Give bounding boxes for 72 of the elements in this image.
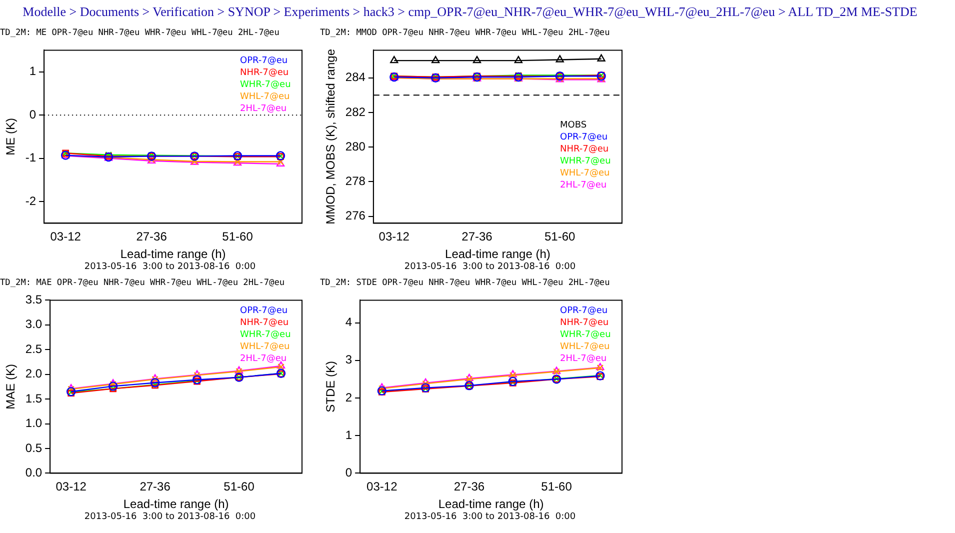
y-tick-label: 0 xyxy=(29,107,36,122)
series-label: WHL-7@eu xyxy=(240,342,290,352)
text: OPR-7@eu xyxy=(560,132,608,143)
y-tick-label: 3 xyxy=(345,352,352,367)
text: WHR-7@eu xyxy=(240,330,291,340)
x-tick-label: 51-60 xyxy=(222,230,254,244)
text: WHR-7@eu xyxy=(560,330,611,340)
chart-title: TD_2M: ME OPR-7@eu NHR-7@eu WHR-7@eu WHL-7@eu 2HL-7@eu xyxy=(0,28,280,40)
text: OPR-7@eu xyxy=(560,306,608,316)
x-axis-title: Lead-time range (h) xyxy=(438,497,544,512)
x-tick-label: 03-12 xyxy=(50,230,82,244)
x-axis-title: Lead-time range (h) xyxy=(445,247,550,262)
y-axis-title: ME (K) xyxy=(4,118,18,156)
text: 2013-05-16 3:00 to 2013-08-16 0:00 xyxy=(403,512,577,522)
y-tick-label: 1.5 xyxy=(25,391,42,406)
y-tick-label: 0.0 xyxy=(25,466,42,480)
text: WHL-7@eu xyxy=(560,168,610,179)
y-tick-label: 1 xyxy=(345,428,352,442)
text: 2013-05-16 3:00 to 2013-08-16 0:00 xyxy=(403,262,577,272)
chart-title: TD_2M: MAE OPR-7@eu NHR-7@eu WHR-7@eu WHL-7@eu 2HL-7@eu xyxy=(0,278,286,290)
y-tick-label: 1.0 xyxy=(25,416,42,430)
y-tick-label: 276 xyxy=(345,208,366,223)
text: 2HL-7@eu xyxy=(560,180,607,191)
x-axis-title: Lead-time range (h) xyxy=(120,247,226,262)
text: OPR-7@eu xyxy=(240,56,288,66)
text: NHR-7@eu xyxy=(240,318,289,328)
y-tick-label: 3.0 xyxy=(25,317,42,332)
y-tick-label: -2 xyxy=(25,194,36,208)
text: 2HL-7@eu xyxy=(240,104,287,114)
y-tick-label: 278 xyxy=(345,174,366,188)
x-tick-label: 03-12 xyxy=(378,230,410,244)
text: NHR-7@eu xyxy=(560,144,609,155)
y-tick-label: 0 xyxy=(345,466,352,480)
y-axis-title: MMOD, MOBS (K), shifted range xyxy=(324,48,338,224)
x-tick-label: 27-36 xyxy=(454,480,485,494)
y-tick-label: 2.5 xyxy=(25,342,42,356)
series-label: 2HL-7@eu xyxy=(560,354,607,364)
y-tick-label: 284 xyxy=(345,70,366,84)
chart-title: TD_2M: MMOD OPR-7@eu NHR-7@eu WHR-7@eu WHL-7@eu 2HL-7@eu xyxy=(320,28,611,40)
y-tick-label: 2.0 xyxy=(25,366,42,381)
y-tick-label: 0.5 xyxy=(25,440,42,455)
text: Modelle > Documents > Verification > SYNOP > Experiments > hack3 > cmp_OPR-7@eu_NHR-7@eu_WHR-7@eu_WHL-7@eu_2HL-7@eu > ALL TD_2M ME-STDE xyxy=(22,3,918,21)
x-axis-title: Lead-time range (h) xyxy=(123,497,229,512)
text: 2013-05-16 3:00 to 2013-08-16 0:00 xyxy=(83,512,257,522)
x-tick-label: 51-60 xyxy=(224,480,255,494)
x-tick-label: 51-60 xyxy=(541,480,572,494)
series-label: WHL-7@eu xyxy=(560,342,610,352)
y-tick-label: 2 xyxy=(345,390,352,404)
y-tick-label: -1 xyxy=(25,150,36,165)
text: NHR-7@eu xyxy=(240,68,289,78)
text: NHR-7@eu xyxy=(560,318,609,328)
y-tick-label: 282 xyxy=(345,104,366,119)
y-tick-label: 280 xyxy=(345,139,366,154)
y-tick-label: 1 xyxy=(29,64,36,78)
text: MOBS xyxy=(560,120,587,131)
text: WHR-7@eu xyxy=(240,80,291,90)
text: OPR-7@eu xyxy=(240,306,288,316)
series-label: 2HL-7@eu xyxy=(240,354,287,364)
x-tick-label: 03-12 xyxy=(366,480,398,494)
x-tick-label: 03-12 xyxy=(56,480,87,494)
y-axis-title: MAE (K) xyxy=(4,364,18,410)
x-tick-label: 27-36 xyxy=(140,480,171,494)
x-tick-label: 27-36 xyxy=(136,230,168,244)
y-tick-label: 4 xyxy=(345,315,352,330)
x-tick-label: 27-36 xyxy=(462,230,493,244)
text: WHL-7@eu xyxy=(240,92,290,102)
y-tick-label: 3.5 xyxy=(25,292,42,307)
x-tick-label: 51-60 xyxy=(544,230,576,244)
text: WHR-7@eu xyxy=(560,156,611,167)
y-axis-title: STDE (K) xyxy=(324,361,338,412)
text: 2013-05-16 3:00 to 2013-08-16 0:00 xyxy=(83,262,257,272)
chart-title: TD_2M: STDE OPR-7@eu NHR-7@eu WHR-7@eu WHL-7@eu 2HL-7@eu xyxy=(320,278,611,290)
